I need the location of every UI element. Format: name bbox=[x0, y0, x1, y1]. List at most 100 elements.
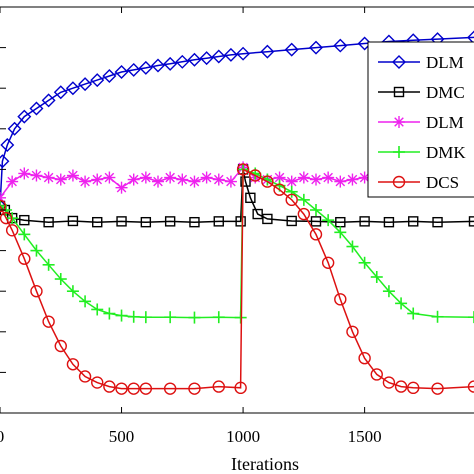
series-layer bbox=[0, 30, 474, 395]
legend-entry: DMK bbox=[378, 143, 466, 162]
data-point bbox=[79, 175, 92, 188]
legend-entry: DCS bbox=[378, 173, 459, 192]
data-point bbox=[164, 171, 177, 184]
x-tick-label: 1000 bbox=[226, 427, 260, 446]
data-point bbox=[29, 101, 44, 116]
data-point bbox=[395, 297, 408, 310]
data-point bbox=[189, 216, 200, 228]
data-point bbox=[234, 381, 247, 395]
data-point bbox=[334, 293, 347, 306]
data-point bbox=[260, 44, 275, 59]
data-point bbox=[333, 38, 348, 53]
data-point bbox=[139, 382, 153, 395]
data-point bbox=[0, 199, 6, 212]
data-point bbox=[407, 381, 420, 395]
legend-entries: DLM DMC DLM DMK DCS bbox=[378, 53, 466, 192]
data-point bbox=[188, 175, 201, 188]
data-point bbox=[310, 204, 322, 216]
data-point bbox=[127, 173, 140, 186]
data-point bbox=[18, 252, 31, 265]
data-point bbox=[139, 311, 152, 324]
data-point bbox=[284, 42, 299, 57]
data-point bbox=[383, 216, 395, 228]
data-point bbox=[382, 285, 395, 298]
data-point bbox=[431, 382, 444, 395]
data-point bbox=[103, 171, 116, 184]
data-point bbox=[285, 175, 298, 188]
data-point bbox=[90, 73, 105, 88]
data-point bbox=[19, 214, 30, 226]
data-point bbox=[236, 163, 250, 176]
legend-marker bbox=[393, 86, 405, 98]
data-point bbox=[115, 181, 128, 194]
data-point bbox=[212, 380, 225, 393]
data-point bbox=[176, 173, 189, 186]
data-point bbox=[236, 46, 251, 61]
data-point bbox=[91, 376, 104, 389]
data-point bbox=[285, 193, 298, 207]
data-point bbox=[432, 216, 443, 228]
data-point bbox=[334, 226, 347, 239]
data-point bbox=[78, 370, 92, 383]
data-point bbox=[407, 307, 420, 320]
data-point bbox=[358, 256, 371, 269]
series-1 bbox=[0, 30, 474, 213]
data-point bbox=[127, 310, 140, 323]
data-point bbox=[18, 167, 31, 180]
data-point bbox=[0, 199, 7, 213]
data-point bbox=[140, 216, 152, 228]
data-point bbox=[334, 175, 347, 188]
data-point bbox=[211, 49, 226, 64]
data-point bbox=[79, 295, 92, 308]
data-point bbox=[212, 311, 225, 324]
legend-marker bbox=[393, 116, 405, 128]
data-point bbox=[431, 310, 444, 323]
data-point bbox=[66, 358, 80, 371]
x-tick-label: 0 bbox=[0, 427, 4, 446]
data-point bbox=[309, 40, 323, 55]
data-point bbox=[310, 216, 322, 227]
legend-box bbox=[367, 41, 474, 198]
data-point bbox=[467, 380, 474, 393]
data-point bbox=[358, 351, 371, 365]
data-point bbox=[175, 54, 190, 69]
data-point bbox=[103, 380, 116, 393]
data-point bbox=[394, 380, 408, 393]
data-point bbox=[114, 64, 129, 79]
legend-marker bbox=[393, 146, 405, 158]
data-point bbox=[370, 368, 383, 381]
data-point bbox=[18, 228, 31, 241]
data-point bbox=[43, 216, 54, 228]
data-point bbox=[240, 176, 251, 187]
data-point bbox=[66, 169, 79, 182]
data-point bbox=[163, 382, 177, 395]
data-point bbox=[151, 58, 165, 73]
data-point bbox=[286, 215, 297, 227]
data-point bbox=[66, 285, 79, 298]
data-point bbox=[30, 244, 43, 257]
data-point bbox=[224, 175, 237, 188]
data-point bbox=[103, 307, 116, 320]
data-point bbox=[346, 240, 359, 253]
data-point bbox=[91, 303, 104, 316]
data-point bbox=[42, 171, 55, 184]
data-point bbox=[223, 47, 238, 62]
data-point bbox=[164, 311, 177, 324]
data-point bbox=[188, 382, 201, 395]
data-point bbox=[467, 30, 474, 45]
data-point bbox=[382, 376, 396, 389]
data-point bbox=[163, 56, 178, 71]
data-point bbox=[297, 193, 310, 206]
data-point bbox=[54, 173, 67, 186]
legend-marker bbox=[392, 175, 406, 189]
data-point bbox=[53, 85, 68, 100]
data-point bbox=[359, 216, 370, 227]
data-point bbox=[5, 224, 19, 237]
data-point bbox=[273, 183, 286, 196]
legend-entry: DMC bbox=[378, 83, 465, 102]
series-4 bbox=[0, 163, 474, 324]
series-5 bbox=[0, 163, 474, 395]
data-point bbox=[139, 171, 152, 184]
data-point bbox=[249, 169, 262, 182]
